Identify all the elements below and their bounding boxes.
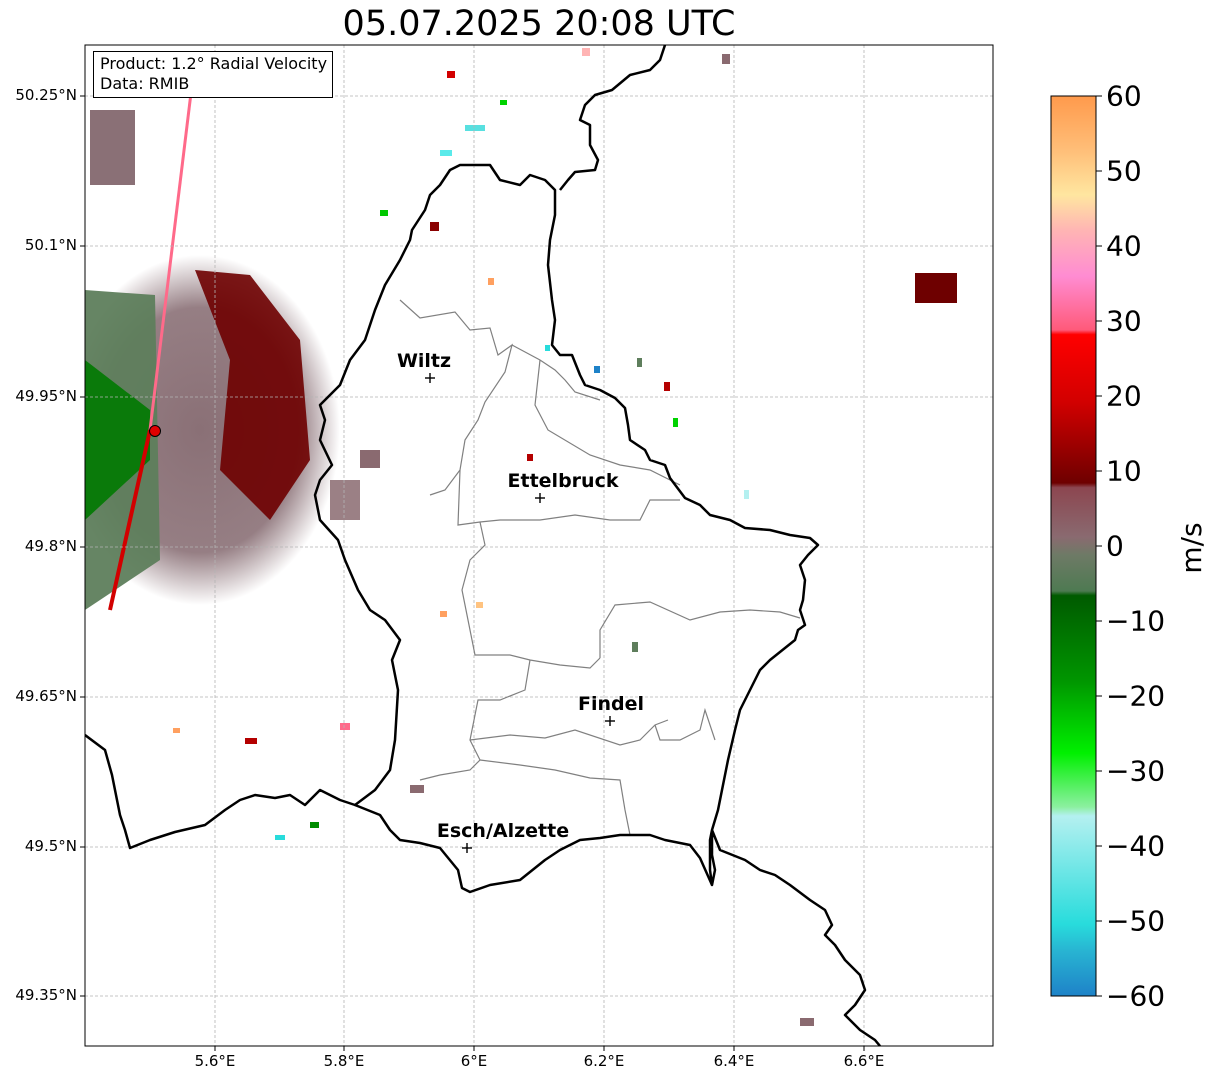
- map-frame: [84, 44, 994, 1047]
- colorbar: [1050, 95, 1102, 997]
- colorbar-tick-label: 10: [1106, 454, 1142, 488]
- colorbar-tick-label: −30: [1106, 754, 1166, 788]
- lon-label: 6.2°E: [583, 1052, 625, 1070]
- lat-label: 50.25°N: [15, 86, 77, 104]
- colorbar-tick-label: 50: [1106, 154, 1142, 188]
- lat-label: 49.8°N: [24, 537, 77, 555]
- map-content: [85, 45, 993, 1046]
- colorbar-tick-label: 0: [1106, 529, 1124, 563]
- colorbar-tick-label: −60: [1106, 979, 1166, 1013]
- colorbar-ticks: [1096, 95, 1102, 997]
- colorbar-tick-label: −50: [1106, 904, 1166, 938]
- colorbar-tick-label: 30: [1106, 304, 1142, 338]
- lon-label: 6.6°E: [843, 1052, 885, 1070]
- lat-label: 49.95°N: [15, 387, 77, 405]
- canton-boundaries: [399, 299, 801, 836]
- colorbar-tick-label: 60: [1106, 79, 1142, 113]
- axis-ticks: [80, 95, 865, 1051]
- lon-label: 6.4°E: [713, 1052, 755, 1070]
- scattered-echoes: [173, 48, 749, 840]
- city-label-esch-alzette: Esch/Alzette: [436, 820, 570, 842]
- gridlines: [85, 45, 993, 1046]
- colorbar-tick-label: −10: [1106, 604, 1166, 638]
- colorbar-tick-label: −40: [1106, 829, 1166, 863]
- lat-label: 49.35°N: [15, 986, 77, 1004]
- colorbar-tick-label: 20: [1106, 379, 1142, 413]
- colorbar-tick-label: 40: [1106, 229, 1142, 263]
- lon-label: 5.6°E: [194, 1052, 236, 1070]
- lat-label: 50.1°N: [24, 236, 77, 254]
- city-label-wiltz: Wiltz: [396, 350, 452, 372]
- lat-label: 49.5°N: [24, 837, 77, 855]
- city-label-ettelbruck: Ettelbruck: [507, 470, 619, 492]
- product-info-box: Product: 1.2° Radial Velocity Data: RMIB: [93, 51, 334, 98]
- city-markers: [425, 373, 615, 853]
- lat-label: 49.65°N: [15, 687, 77, 705]
- national-borders: [85, 45, 881, 1046]
- radar-site-marker: [149, 425, 161, 437]
- colorbar-unit-label: m/s: [1175, 522, 1207, 574]
- lon-label: 5.8°E: [323, 1052, 365, 1070]
- product-label: Product: 1.2° Radial Velocity: [100, 54, 328, 73]
- city-label-findel: Findel: [577, 693, 645, 715]
- lon-label: 6°E: [460, 1052, 488, 1070]
- colorbar-tick-label: −20: [1106, 679, 1166, 713]
- map-title: 05.07.2025 20:08 UTC: [342, 4, 736, 44]
- colorbar-gradient: [1050, 95, 1097, 997]
- radar-echoes: [85, 48, 957, 1026]
- data-source-label: Data: RMIB: [100, 74, 190, 93]
